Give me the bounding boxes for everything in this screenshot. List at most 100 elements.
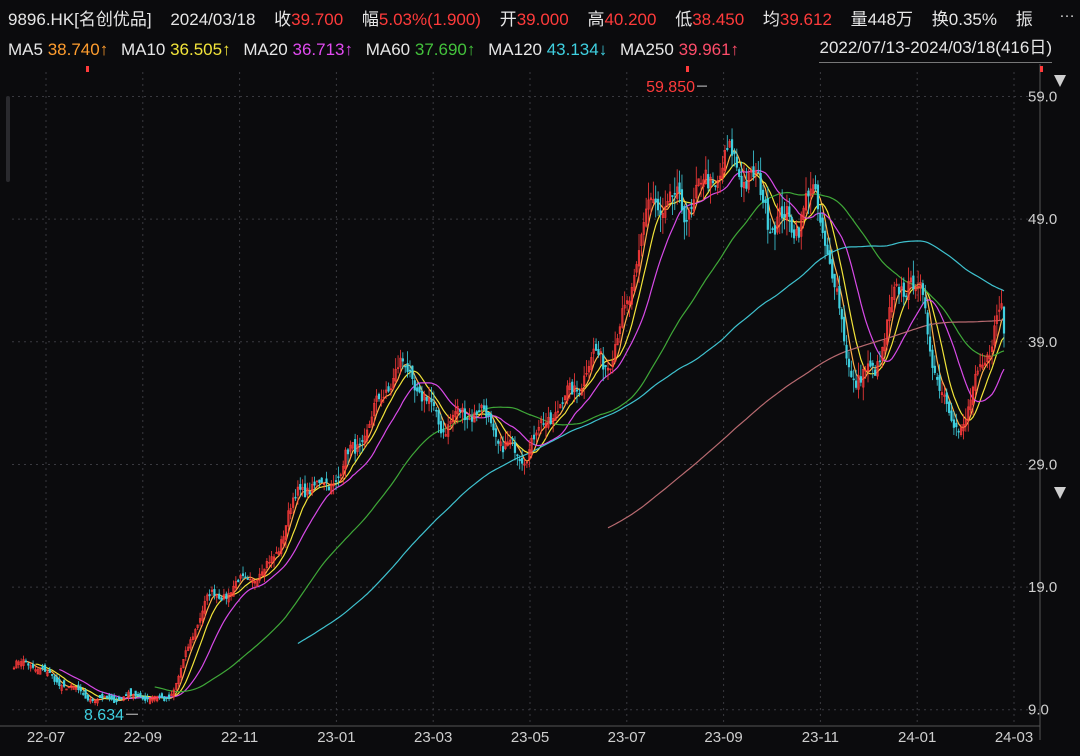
candle-body <box>735 156 738 168</box>
candle-body <box>878 360 882 363</box>
candle-body <box>94 700 97 704</box>
candle-body <box>258 573 261 581</box>
candle-body <box>277 551 280 555</box>
candle-body <box>406 363 409 372</box>
candle-body <box>156 696 159 702</box>
candle-body <box>955 422 958 428</box>
y-tick-label: 49.0 <box>1028 211 1057 228</box>
more-menu-icon[interactable]: … <box>1059 4 1076 21</box>
candle-body <box>167 694 171 700</box>
candle-body <box>740 175 743 188</box>
candle-body <box>499 441 502 446</box>
candle-body <box>714 185 717 187</box>
chart-annotations: 59.850 8.634 <box>84 66 1043 724</box>
candle-body <box>39 669 42 675</box>
candle-body <box>148 698 152 704</box>
ma60-label: MA60 <box>365 40 411 59</box>
candle-body <box>733 151 736 155</box>
candle-body <box>468 417 471 420</box>
candle-body <box>611 360 614 368</box>
candle-body <box>48 669 51 673</box>
candle-body <box>53 676 56 682</box>
candle-body <box>320 477 323 483</box>
event-marker <box>686 66 689 72</box>
candle-body <box>940 392 944 395</box>
candle-body <box>807 190 810 197</box>
candle-body <box>246 578 249 580</box>
candle-body <box>523 463 526 466</box>
candle-body <box>423 394 426 401</box>
candle-body <box>678 182 681 192</box>
ma20-value: 36.713↑ <box>292 40 353 59</box>
candle-body <box>115 699 118 702</box>
candle-body <box>917 285 920 288</box>
candle-body <box>866 363 870 372</box>
candle-body <box>1002 306 1006 334</box>
scroll-up-arrow-icon[interactable] <box>1054 75 1066 87</box>
candle-body <box>587 366 591 373</box>
candle-body <box>542 423 545 425</box>
candle-body <box>857 375 860 390</box>
candle-body <box>456 405 459 414</box>
candle-body <box>89 698 92 703</box>
ma10-value: 36.505↑ <box>170 40 231 59</box>
open-label: 开 <box>499 10 517 29</box>
candle-body <box>172 689 175 698</box>
candle-body <box>220 597 223 601</box>
y-tick-label: 59.0 <box>1028 89 1057 106</box>
candle-body <box>571 381 574 395</box>
candle-body <box>501 446 505 453</box>
candle-body <box>416 387 419 392</box>
left-scrollbar[interactable] <box>6 96 10 182</box>
candle-body <box>645 208 648 227</box>
candle-body <box>275 552 278 554</box>
candle-body <box>31 663 35 668</box>
candle-body <box>969 399 972 411</box>
volume-value: 448万 <box>867 10 914 29</box>
candle-body <box>888 307 891 322</box>
candle-body <box>55 677 59 683</box>
candle-body <box>897 286 901 295</box>
candle-body <box>566 385 569 401</box>
event-marker <box>86 66 89 72</box>
candle-body <box>812 184 815 194</box>
candle-body <box>239 574 242 579</box>
ma10-label: MA10 <box>120 40 166 59</box>
ma120-label: MA120 <box>488 40 542 59</box>
candle-body <box>280 539 283 554</box>
candle-body <box>337 476 340 478</box>
candle-body <box>60 685 63 691</box>
candle-body <box>125 694 128 697</box>
x-tick-label: 23-07 <box>608 729 646 746</box>
candle-body <box>487 412 490 416</box>
candle-body <box>263 568 266 577</box>
candle-body <box>36 669 39 675</box>
candle-body <box>72 685 75 690</box>
candle-body <box>296 486 299 496</box>
candle-body <box>614 344 617 362</box>
candle-body <box>809 188 812 196</box>
candle-body <box>552 418 555 425</box>
candle-body <box>783 213 786 218</box>
candle-body <box>814 183 817 190</box>
candle-body <box>86 694 90 701</box>
candle-body <box>597 348 600 355</box>
candle-body <box>299 484 302 490</box>
candle-body <box>451 414 455 423</box>
ma10-line <box>35 161 1005 700</box>
candle-body <box>599 351 602 353</box>
candle-body <box>454 411 457 418</box>
candle-body <box>435 409 438 412</box>
candle-body <box>122 696 125 701</box>
candle-body <box>957 430 960 433</box>
scroll-down-arrow-icon[interactable] <box>1054 487 1066 499</box>
candle-body <box>609 368 612 371</box>
candle-body <box>313 481 316 486</box>
candle-body <box>463 408 466 421</box>
candle-body <box>847 358 851 368</box>
date-range-selector[interactable]: 2022/07/13-2024/03/18(416日) <box>819 34 1052 63</box>
candle-body <box>738 169 741 177</box>
candle-body <box>883 340 886 352</box>
x-tick-label: 23-09 <box>704 729 742 746</box>
